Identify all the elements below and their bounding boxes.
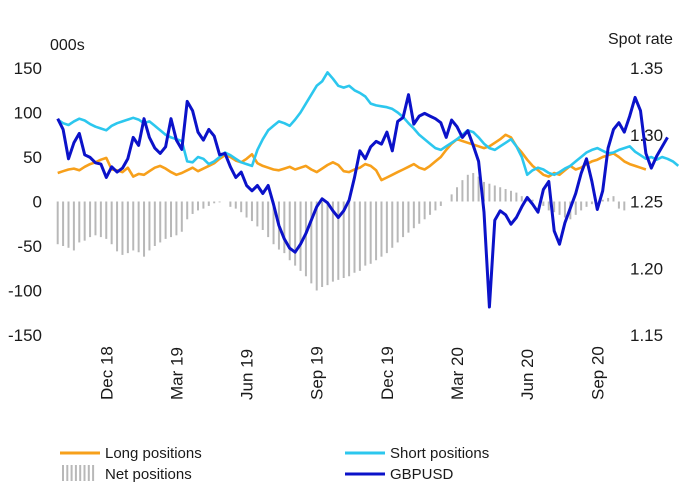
left-tick-label: -100: [8, 282, 42, 301]
left-tick-label: -50: [17, 237, 42, 256]
legend-label: GBPUSD: [390, 466, 454, 483]
x-axis-ticks: Dec 18 Mar 19 Jun 19 Sep 19 Dec 19 Mar 20 Jun …: [97, 346, 607, 400]
left-tick-label: 100: [14, 104, 42, 123]
legend-item: Short positions: [345, 445, 489, 462]
x-tick-label: Jun 20: [518, 349, 537, 400]
long-positions-line: [57, 133, 647, 182]
x-tick-label: Mar 19: [167, 347, 186, 400]
left-tick-label: 0: [33, 193, 42, 212]
legend-label: Short positions: [390, 445, 489, 462]
x-tick-label: Mar 20: [448, 347, 467, 400]
x-tick-label: Sep 19: [308, 346, 327, 400]
series-lines: [56, 71, 679, 309]
right-tick-label: 1.25: [630, 193, 663, 212]
right-axis-unit-label: Spot rate: [608, 31, 673, 48]
right-tick-label: 1.15: [630, 326, 663, 345]
x-tick-label: Sep 20: [588, 346, 607, 400]
x-tick-label: Jun 19: [238, 349, 257, 400]
legend-item: GBPUSD: [345, 466, 454, 483]
right-axis-ticks: 1.35 1.30 1.25 1.20 1.15: [630, 59, 663, 345]
net-positions-bars: [56, 173, 626, 291]
left-axis-ticks: 150 100 50 0 -50 -100 -150: [8, 59, 42, 345]
short-positions-line: [56, 71, 679, 177]
left-tick-label: 50: [23, 148, 42, 167]
left-tick-label: 150: [14, 59, 42, 78]
right-tick-label: 1.30: [630, 126, 663, 145]
left-axis-unit-label: 000s: [50, 37, 85, 54]
legend-item: Net positions: [62, 465, 192, 483]
legend-item: Long positions: [60, 445, 202, 462]
gbpusd-line: [56, 93, 669, 309]
legend-label: Long positions: [105, 445, 202, 462]
legend: Long positions Net positions Short positio…: [60, 445, 489, 483]
right-tick-label: 1.20: [630, 259, 663, 278]
x-tick-label: Dec 18: [97, 346, 116, 400]
left-tick-label: -150: [8, 326, 42, 345]
right-tick-label: 1.35: [630, 59, 663, 78]
legend-label: Net positions: [105, 466, 192, 483]
x-tick-label: Dec 19: [378, 346, 397, 400]
